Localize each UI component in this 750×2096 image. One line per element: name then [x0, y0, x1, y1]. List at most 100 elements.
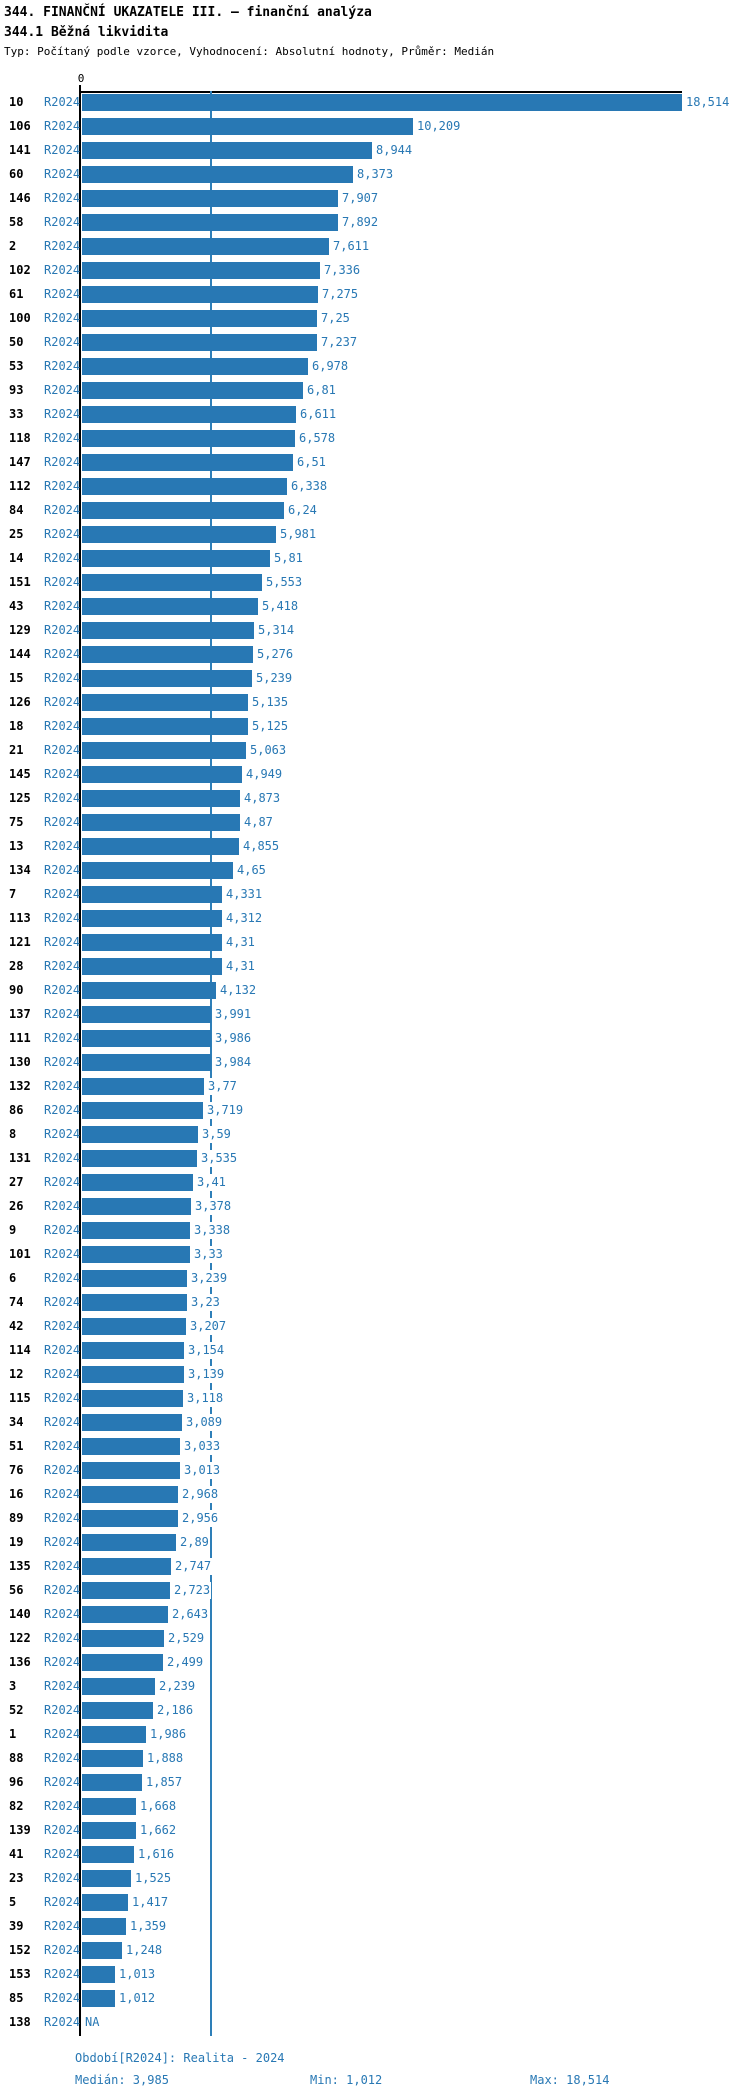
bar[interactable] — [82, 1006, 211, 1023]
row-period-label[interactable]: R2024 — [44, 1199, 81, 1213]
bar[interactable] — [82, 262, 320, 279]
bar[interactable] — [82, 1174, 193, 1191]
row-period-label[interactable]: R2024 — [44, 1343, 81, 1357]
bar[interactable] — [82, 862, 233, 879]
row-period-label[interactable]: R2024 — [44, 1895, 81, 1909]
row-period-label[interactable]: R2024 — [44, 671, 81, 685]
bar[interactable] — [82, 286, 318, 303]
row-period-label[interactable]: R2024 — [44, 1415, 81, 1429]
row-period-label[interactable]: R2024 — [44, 1679, 81, 1693]
row-period-label[interactable]: R2024 — [44, 359, 81, 373]
bar[interactable] — [82, 1390, 183, 1407]
bar[interactable] — [82, 550, 270, 567]
bar[interactable] — [82, 1198, 191, 1215]
bar[interactable] — [82, 502, 284, 519]
row-period-label[interactable]: R2024 — [44, 1463, 81, 1477]
bar[interactable] — [82, 1558, 171, 1575]
bar[interactable] — [82, 1822, 136, 1839]
row-period-label[interactable]: R2024 — [44, 527, 81, 541]
bar[interactable] — [82, 190, 338, 207]
row-period-label[interactable]: R2024 — [44, 1967, 81, 1981]
row-period-label[interactable]: R2024 — [44, 1103, 81, 1117]
row-period-label[interactable]: R2024 — [44, 1775, 81, 1789]
bar[interactable] — [82, 1630, 164, 1647]
row-period-label[interactable]: R2024 — [44, 311, 81, 325]
bar[interactable] — [82, 1342, 184, 1359]
bar[interactable] — [82, 934, 222, 951]
bar[interactable] — [82, 1510, 178, 1527]
bar[interactable] — [82, 406, 296, 423]
row-period-label[interactable]: R2024 — [44, 959, 81, 973]
bar[interactable] — [82, 1918, 126, 1935]
row-period-label[interactable]: R2024 — [44, 407, 81, 421]
bar[interactable] — [82, 334, 317, 351]
row-period-label[interactable]: R2024 — [44, 1487, 81, 1501]
row-period-label[interactable]: R2024 — [44, 1055, 81, 1069]
bar[interactable] — [82, 1726, 146, 1743]
bar[interactable] — [82, 430, 295, 447]
row-period-label[interactable]: R2024 — [44, 1127, 81, 1141]
row-period-label[interactable]: R2024 — [44, 1151, 81, 1165]
row-period-label[interactable]: R2024 — [44, 1079, 81, 1093]
bar[interactable] — [82, 1366, 184, 1383]
bar[interactable] — [82, 118, 413, 135]
row-period-label[interactable]: R2024 — [44, 1031, 81, 1045]
row-period-label[interactable]: R2024 — [44, 767, 81, 781]
row-period-label[interactable]: R2024 — [44, 2015, 81, 2029]
row-period-label[interactable]: R2024 — [44, 1175, 81, 1189]
row-period-label[interactable]: R2024 — [44, 215, 81, 229]
bar[interactable] — [82, 646, 253, 663]
bar[interactable] — [82, 1702, 153, 1719]
row-period-label[interactable]: R2024 — [44, 1583, 81, 1597]
row-period-label[interactable]: R2024 — [44, 1007, 81, 1021]
bar[interactable] — [82, 1318, 186, 1335]
row-period-label[interactable]: R2024 — [44, 431, 81, 445]
bar[interactable] — [82, 958, 222, 975]
row-period-label[interactable]: R2024 — [44, 239, 81, 253]
row-period-label[interactable]: R2024 — [44, 743, 81, 757]
bar[interactable] — [82, 1870, 131, 1887]
row-period-label[interactable]: R2024 — [44, 1607, 81, 1621]
row-period-label[interactable]: R2024 — [44, 143, 81, 157]
row-period-label[interactable]: R2024 — [44, 167, 81, 181]
row-period-label[interactable]: R2024 — [44, 191, 81, 205]
row-period-label[interactable]: R2024 — [44, 911, 81, 925]
row-period-label[interactable]: R2024 — [44, 791, 81, 805]
bar[interactable] — [82, 910, 222, 927]
row-period-label[interactable]: R2024 — [44, 575, 81, 589]
bar[interactable] — [82, 1150, 197, 1167]
bar[interactable] — [82, 1582, 170, 1599]
bar[interactable] — [82, 1774, 142, 1791]
bar[interactable] — [82, 310, 317, 327]
row-period-label[interactable]: R2024 — [44, 479, 81, 493]
bar[interactable] — [82, 1942, 122, 1959]
row-period-label[interactable]: R2024 — [44, 503, 81, 517]
row-period-label[interactable]: R2024 — [44, 887, 81, 901]
bar[interactable] — [82, 742, 246, 759]
row-period-label[interactable]: R2024 — [44, 1391, 81, 1405]
bar[interactable] — [82, 670, 252, 687]
bar[interactable] — [82, 1462, 180, 1479]
row-period-label[interactable]: R2024 — [44, 1295, 81, 1309]
bar[interactable] — [82, 790, 240, 807]
bar[interactable] — [82, 526, 276, 543]
row-period-label[interactable]: R2024 — [44, 863, 81, 877]
bar[interactable] — [82, 358, 308, 375]
row-period-label[interactable]: R2024 — [44, 1823, 81, 1837]
row-period-label[interactable]: R2024 — [44, 695, 81, 709]
row-period-label[interactable]: R2024 — [44, 551, 81, 565]
bar[interactable] — [82, 622, 254, 639]
row-period-label[interactable]: R2024 — [44, 1655, 81, 1669]
bar[interactable] — [82, 1846, 134, 1863]
row-period-label[interactable]: R2024 — [44, 839, 81, 853]
bar[interactable] — [82, 1294, 187, 1311]
row-period-label[interactable]: R2024 — [44, 1991, 81, 2005]
row-period-label[interactable]: R2024 — [44, 287, 81, 301]
bar[interactable] — [82, 478, 287, 495]
row-period-label[interactable]: R2024 — [44, 623, 81, 637]
bar[interactable] — [82, 1030, 211, 1047]
row-period-label[interactable]: R2024 — [44, 1559, 81, 1573]
bar[interactable] — [82, 718, 248, 735]
row-period-label[interactable]: R2024 — [44, 1223, 81, 1237]
bar[interactable] — [82, 766, 242, 783]
